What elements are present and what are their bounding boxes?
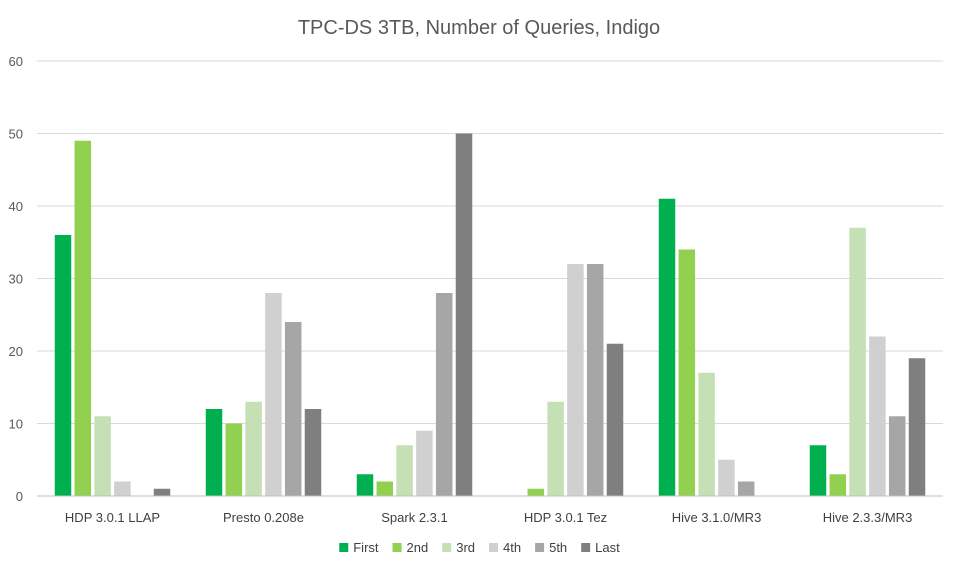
legend-label: 5th: [549, 540, 567, 555]
bar: [205, 409, 223, 496]
bar: [908, 358, 926, 496]
legend-item: 3rd: [442, 540, 475, 555]
bar: [396, 445, 413, 496]
bar: [658, 198, 676, 496]
bar: [376, 481, 394, 496]
legend-item: 2nd: [392, 540, 429, 555]
legend-swatch: [339, 543, 349, 552]
bar: [416, 430, 433, 496]
bar: [547, 401, 564, 496]
y-tick-label: 50: [9, 127, 23, 142]
x-tick-label: Presto 0.208e: [223, 510, 304, 525]
bar: [356, 474, 374, 496]
bar: [678, 249, 696, 496]
bars: [54, 133, 926, 496]
x-tick-label: Hive 3.1.0/MR3: [672, 510, 762, 525]
bar: [225, 423, 243, 496]
bar: [304, 409, 322, 496]
legend-label: First: [353, 540, 379, 555]
bar: [265, 293, 282, 496]
legend-swatch: [392, 543, 402, 552]
y-tick-label: 40: [9, 199, 23, 214]
bar: [527, 488, 545, 496]
y-tick-label: 20: [9, 344, 23, 359]
x-tick-label: HDP 3.0.1 LLAP: [65, 510, 160, 525]
x-axis: HDP 3.0.1 LLAP Presto 0.208e Spark 2.3.1 HD…: [37, 495, 943, 525]
bar: [567, 264, 584, 496]
y-tick-label: 10: [9, 417, 23, 432]
bar: [94, 416, 111, 496]
bar: [869, 336, 886, 496]
bar: [718, 459, 735, 496]
legend-swatch: [581, 543, 591, 552]
legend-swatch: [489, 543, 499, 552]
gridlines: [37, 60, 943, 424]
x-tick-label: Spark 2.3.1: [381, 510, 448, 525]
legend-label: 3rd: [456, 540, 475, 555]
bar: [245, 401, 262, 496]
y-tick-label: 60: [9, 54, 23, 69]
bar: [809, 445, 827, 496]
bar: [698, 372, 715, 496]
legend-label: 4th: [503, 540, 521, 555]
x-tick-label: Hive 2.3.3/MR3: [823, 510, 913, 525]
bar: [455, 133, 473, 496]
legend-item: Last: [581, 540, 620, 555]
bar: [435, 293, 453, 496]
legend-label: Last: [595, 540, 620, 555]
bar: [54, 235, 72, 496]
y-tick-label: 30: [9, 272, 23, 287]
bar: [284, 322, 302, 496]
legend-item: 4th: [489, 540, 521, 555]
legend-item: First: [339, 540, 379, 555]
y-tick-label: 0: [16, 489, 23, 504]
legend-label: 2nd: [407, 540, 429, 555]
bar: [153, 488, 171, 496]
bar: [114, 481, 131, 496]
chart-title: TPC-DS 3TB, Number of Queries, Indigo: [298, 17, 660, 39]
legend: First 2nd 3rd 4th 5th Last: [339, 540, 620, 555]
bar: [606, 343, 624, 496]
bar: [74, 140, 92, 496]
bar: [849, 227, 866, 496]
bar: [888, 416, 906, 496]
y-axis-ticks: 0 10 20 30 40 50 60: [9, 54, 23, 504]
bar: [586, 264, 604, 496]
bar: [829, 474, 847, 496]
legend-swatch: [535, 543, 545, 552]
bar: [737, 481, 755, 496]
x-tick-label: HDP 3.0.1 Tez: [524, 510, 607, 525]
legend-swatch: [442, 543, 452, 552]
legend-item: 5th: [535, 540, 567, 555]
